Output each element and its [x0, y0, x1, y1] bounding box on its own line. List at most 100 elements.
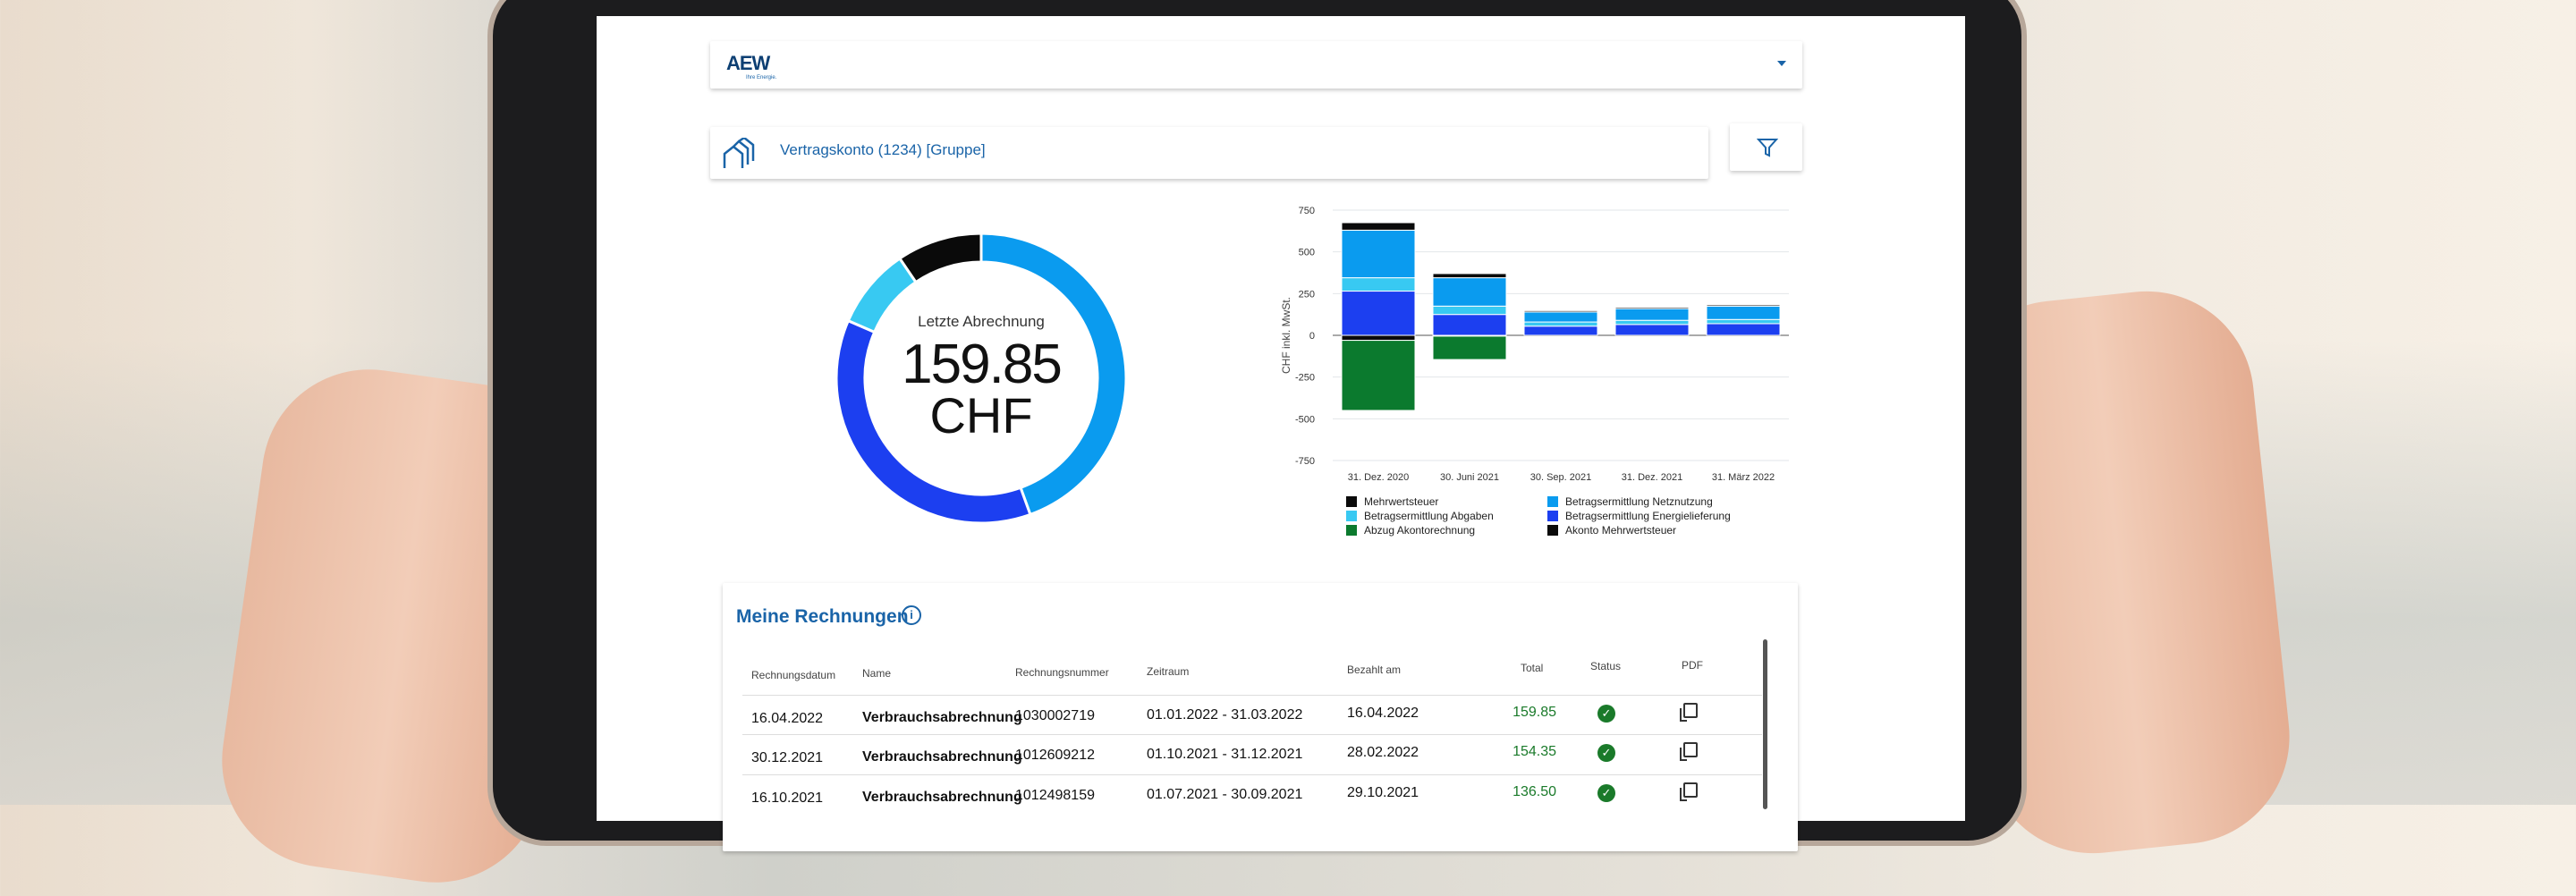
bar-segment	[1523, 311, 1598, 323]
invoice-name: Verbrauchsabrechnung	[862, 749, 1022, 765]
y-axis-label: CHF inkl. MwSt.	[1280, 297, 1292, 374]
y-tick-label: 0	[1309, 331, 1315, 342]
invoice-name: Verbrauchsabrechnung	[862, 710, 1022, 725]
bar-segment	[1614, 319, 1690, 325]
status-paid-icon: ✓	[1597, 744, 1615, 762]
col-header-number[interactable]: Rechnungsnummer	[1015, 666, 1109, 679]
bar-segment	[1706, 304, 1781, 307]
legend-label: Betragsermittlung Energielieferung	[1565, 510, 1731, 522]
legend-swatch	[1346, 496, 1357, 507]
legend-swatch	[1547, 511, 1558, 521]
pdf-download-icon[interactable]	[1680, 782, 1698, 801]
bar-segment	[1341, 291, 1416, 336]
donut-currency: CHF	[929, 387, 1033, 444]
legend-label: Akonto Mehrwertsteuer	[1565, 524, 1676, 537]
col-header-pdf[interactable]: PDF	[1682, 659, 1703, 672]
col-header-name[interactable]: Name	[862, 667, 892, 680]
invoice-total: 136.50	[1513, 784, 1556, 799]
invoice-number: 1030002719	[1015, 708, 1095, 723]
y-tick-label: 750	[1299, 206, 1315, 216]
y-tick-label: 250	[1299, 289, 1315, 300]
x-tick-label: 31. Dez. 2021	[1622, 472, 1683, 483]
bar-segment	[1432, 305, 1507, 316]
filter-button[interactable]	[1730, 123, 1802, 171]
bar-segment	[1341, 277, 1416, 292]
invoice-paid-date: 29.10.2021	[1347, 785, 1419, 800]
bar-segment	[1341, 229, 1416, 279]
bar-segment	[1706, 305, 1781, 320]
invoice-period: 01.01.2022 - 31.03.2022	[1147, 707, 1303, 723]
invoice-number: 1012498159	[1015, 788, 1095, 803]
row-divider	[742, 774, 1762, 775]
x-tick-label: 30. Sep. 2021	[1530, 472, 1592, 483]
donut-title: Letzte Abrechnung	[918, 313, 1045, 330]
col-header-date[interactable]: Rechnungsdatum	[751, 669, 836, 681]
status-paid-icon: ✓	[1597, 705, 1615, 723]
invoices-title: Meine Rechnungen	[736, 606, 909, 627]
legend-label: Mehrwertsteuer	[1364, 495, 1438, 508]
legend-swatch	[1346, 525, 1357, 536]
bar-segment	[1523, 321, 1598, 327]
col-header-total[interactable]: Total	[1521, 662, 1544, 674]
bar-segment	[1432, 335, 1507, 360]
x-tick-label: 31. Dez. 2020	[1348, 472, 1410, 483]
bar-segment	[1432, 277, 1507, 307]
pdf-download-icon[interactable]	[1680, 742, 1698, 761]
bar-segment	[1432, 314, 1507, 336]
invoice-paid-date: 16.04.2022	[1347, 706, 1419, 721]
bar-segment	[1523, 309, 1598, 313]
last-bill-donut-chart	[835, 232, 1128, 525]
status-paid-icon: ✓	[1597, 784, 1615, 802]
bar-segment	[1706, 318, 1781, 325]
y-tick-label: 500	[1299, 248, 1315, 258]
bar-segment	[1614, 308, 1690, 321]
company-dropdown[interactable]: AEW Ihre Energie.	[710, 41, 1802, 89]
aew-logo: AEW Ihre Energie.	[726, 52, 777, 80]
bar-segment	[1706, 323, 1781, 336]
bar-segment	[1341, 222, 1416, 231]
row-divider	[742, 695, 1762, 696]
col-header-status[interactable]: Status	[1590, 660, 1622, 672]
legend-swatch	[1547, 525, 1558, 536]
legend-swatch	[1346, 511, 1357, 521]
row-divider	[742, 734, 1762, 735]
bar-segment	[1341, 340, 1416, 411]
bar-segment	[1614, 324, 1690, 336]
invoice-total: 154.35	[1513, 744, 1556, 759]
bar-segment	[1523, 325, 1598, 336]
invoice-name: Verbrauchsabrechnung	[862, 790, 1022, 805]
chevron-down-icon	[1777, 61, 1786, 66]
y-tick-label: -500	[1295, 414, 1315, 425]
bar-segment	[1341, 334, 1416, 342]
x-tick-label: 31. März 2022	[1712, 472, 1775, 483]
invoice-paid-date: 28.02.2022	[1347, 745, 1419, 760]
col-header-period[interactable]: Zeitraum	[1147, 665, 1190, 678]
table-scrollbar[interactable]	[1763, 639, 1767, 809]
x-tick-label: 30. Juni 2021	[1440, 472, 1499, 483]
legend-label: Betragsermittlung Netznutzung	[1565, 495, 1713, 508]
account-selector[interactable]: Vertragskonto (1234) [Gruppe]	[710, 127, 1708, 179]
y-tick-label: -750	[1295, 456, 1315, 467]
invoice-total: 159.85	[1513, 705, 1556, 720]
legend-swatch	[1547, 496, 1558, 507]
invoice-history-bar-chart: 750 500 250 0 -250 -500 -750 CHF inkl. MwSt. 31.…	[1280, 206, 1789, 537]
pdf-download-icon[interactable]	[1680, 703, 1698, 722]
col-header-paid[interactable]: Bezahlt am	[1347, 664, 1402, 676]
invoice-period: 01.10.2021 - 31.12.2021	[1147, 747, 1303, 762]
invoice-date: 30.12.2021	[751, 750, 824, 765]
invoice-period: 01.07.2021 - 30.09.2021	[1147, 787, 1303, 802]
legend-label: Betragsermittlung Abgaben	[1364, 510, 1494, 522]
filter-icon	[1757, 139, 1778, 157]
y-tick-label: -250	[1295, 373, 1315, 384]
invoice-number: 1012609212	[1015, 748, 1095, 763]
legend-label: Abzug Akontorechnung	[1364, 524, 1475, 537]
invoice-date: 16.04.2022	[751, 711, 824, 726]
account-label: Vertragskonto (1234) [Gruppe]	[780, 141, 986, 158]
donut-amount: 159.85	[902, 334, 1063, 395]
invoice-date: 16.10.2021	[751, 790, 824, 806]
bar-segment	[1614, 307, 1690, 309]
bar-segment	[1432, 273, 1507, 279]
donut-segment	[897, 232, 983, 284]
houses-icon	[723, 138, 755, 168]
info-icon[interactable]: i	[902, 605, 921, 625]
